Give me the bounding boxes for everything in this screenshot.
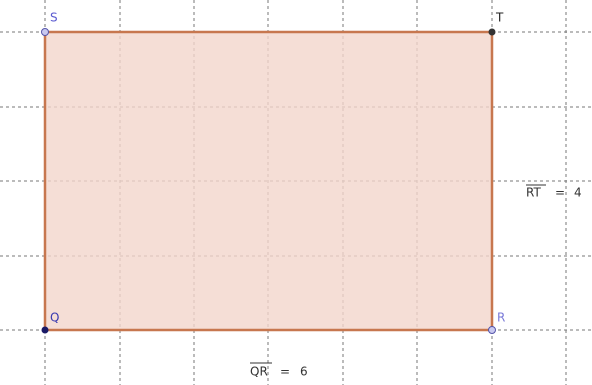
measure-name: QR [250, 365, 268, 379]
point-label: T [495, 11, 504, 25]
measure-relation: = [280, 365, 290, 379]
measure-relation: = [555, 186, 565, 200]
point-t[interactable] [488, 28, 496, 36]
measure-name: RT [526, 186, 541, 200]
measure-value: 6 [300, 365, 308, 379]
measure-value: 4 [574, 186, 582, 200]
point-label: S [50, 11, 58, 25]
point-s[interactable] [41, 28, 49, 36]
point-label: R [497, 311, 505, 325]
point-q[interactable] [41, 326, 49, 334]
rectangle [43, 30, 494, 332]
point-r[interactable] [488, 326, 496, 334]
point-label: Q [50, 311, 59, 325]
